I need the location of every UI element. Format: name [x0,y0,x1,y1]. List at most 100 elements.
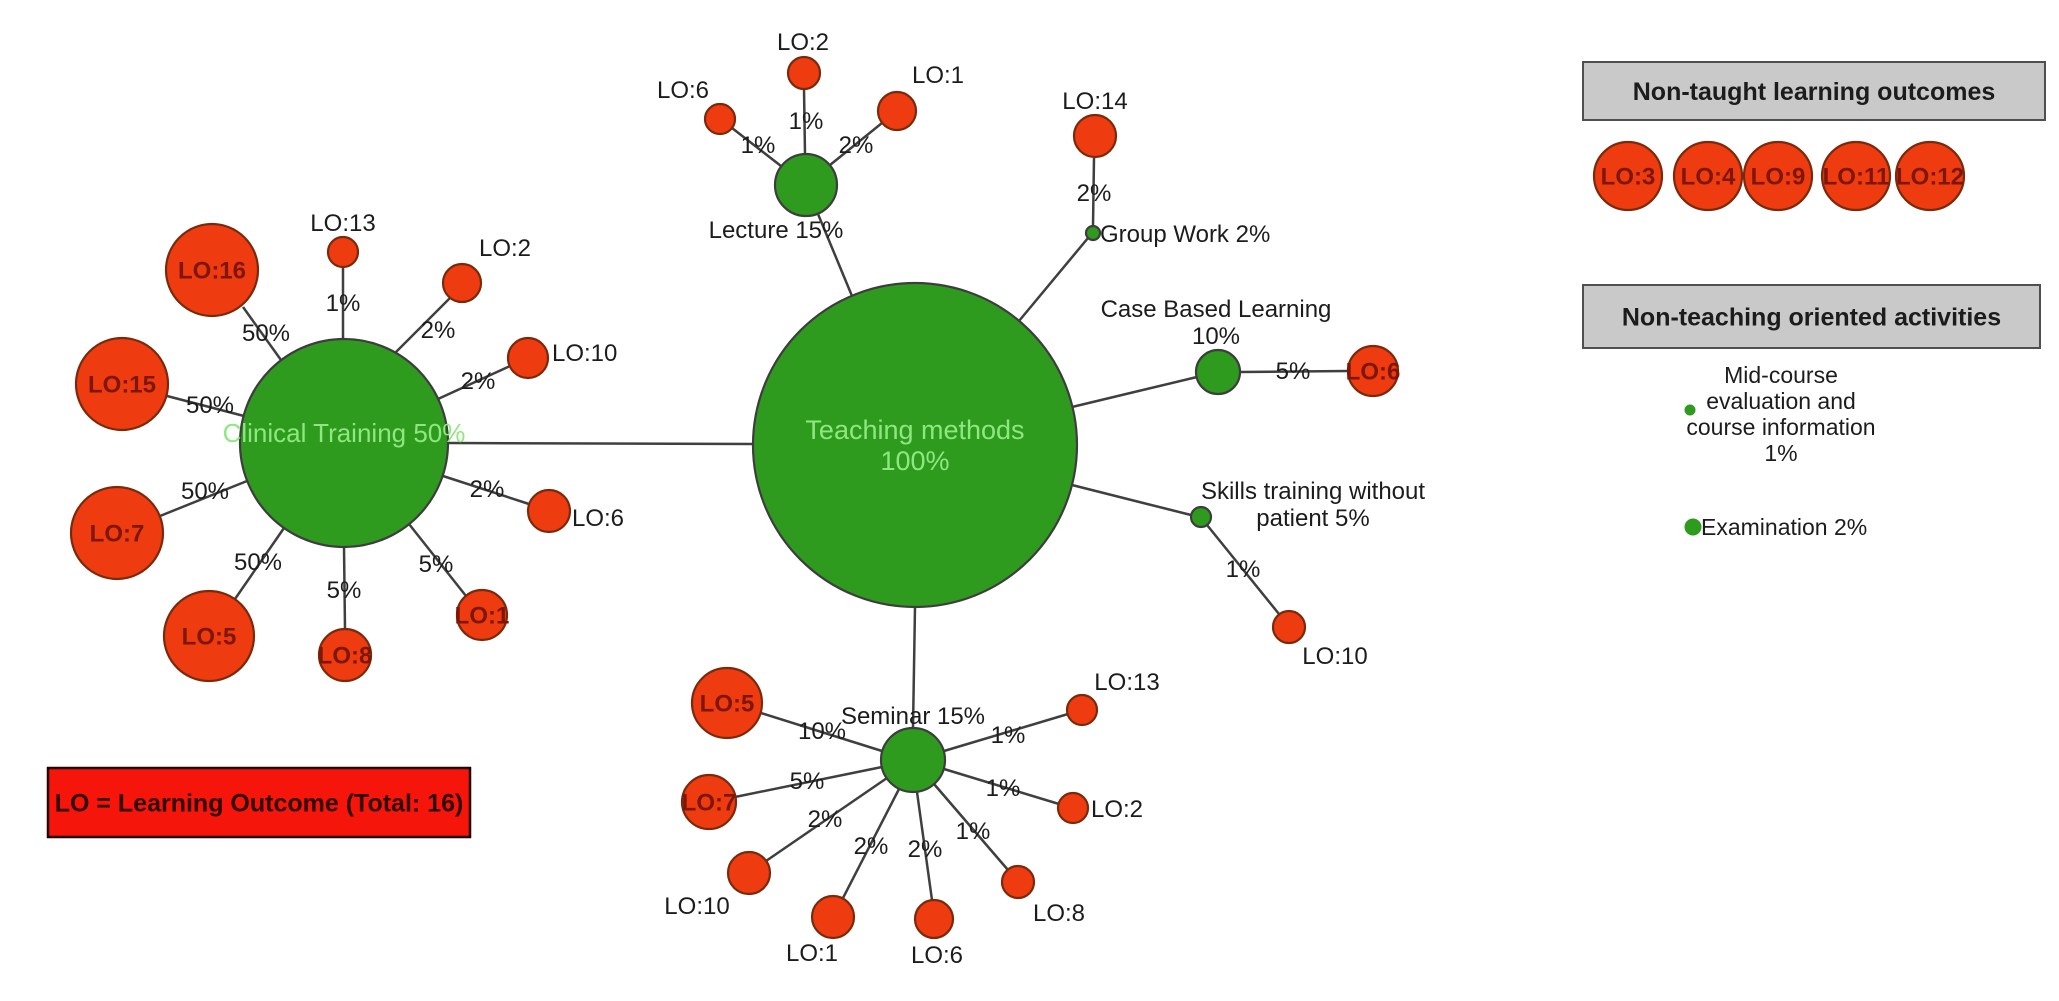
node-clinical-lo16 [164,222,260,318]
node-seminar-lo7 [680,773,738,831]
edge-lecture-lo6 [731,127,782,167]
edge-teaching-skills [1071,483,1192,517]
node-label-skills-training: Skills training without patient 5% [1201,478,1425,532]
node-label-seminar-lo2: LO:2 [1091,796,1143,823]
edge-clinical-lo16 [241,306,283,361]
edge-lecture-lo1 [829,122,883,166]
node-clinical-lo6 [526,488,572,534]
node-inner-label-clinical-lo8: LO:8 [318,642,373,669]
node-clinical-lo15 [74,336,170,432]
lo-note-box [46,766,472,839]
edge-skills-lo10 [1206,524,1280,615]
node-case-based-learning [1194,348,1242,396]
node-inner-label-case-based-lo6: LO:6 [1346,358,1401,385]
edge-label-clinical-lo15: 50% [186,392,234,419]
legend-entry-examination: Examination 2% [1701,514,1867,540]
legend-circle-label-4: LO:12 [1896,163,1964,190]
edge-seminar-lo5 [760,711,883,753]
node-clinical-training [238,337,450,549]
node-label-skills-lo10: LO:10 [1302,643,1367,670]
edge-clinical-lo2 [393,297,451,355]
edge-label-clinical-lo6: 2% [470,476,505,503]
edge-label-seminar-lo13: 1% [991,722,1026,749]
edge-label-clinical-lo13: 1% [326,290,361,317]
edge-label-seminar-lo7: 5% [790,768,825,795]
node-clinical-lo2 [441,262,483,304]
node-label-seminar: Seminar 15% [841,703,985,730]
node-label-case-based-learning: Case Based Learning 10% [1101,296,1332,350]
edge-label-seminar-lo10: 2% [808,806,843,833]
legend-circle-lo12 [1894,140,1966,212]
edge-label-lecture-lo2: 1% [789,108,824,135]
node-label-seminar-lo10: LO:10 [664,893,729,920]
node-clinical-lo7 [69,485,165,581]
node-inner-label-clinical-lo5: LO:5 [182,623,237,650]
node-label-clinical-lo13: LO:13 [310,210,375,237]
node-teaching-methods [751,281,1079,609]
edge-clinical-lo5 [233,527,286,600]
node-inner-label-clinical-training: Clinical Training 50% [223,418,466,448]
edge-label-seminar-lo5: 10% [798,718,846,745]
legend-circle-label-1: LO:4 [1681,163,1736,190]
edge-seminar-lo6 [915,791,934,901]
edge-clinical-lo1 [408,523,467,597]
edge-label-clinical-lo10: 2% [461,368,496,395]
node-inner-label-clinical-lo1: LO:1 [455,602,510,629]
node-inner-label-seminar-lo5: LO:5 [700,690,755,717]
edge-label-skills-lo10: 1% [1226,556,1261,583]
node-label-clinical-lo6: LO:6 [572,505,624,532]
edge-label-lecture-lo1: 2% [839,132,874,159]
edge-case-based-lo6 [1239,369,1349,374]
node-label-group-work: Group Work 2% [1100,221,1270,248]
node-label-clinical-lo2: LO:2 [479,235,531,262]
node-lecture-lo2 [786,55,822,91]
node-label-lo14: LO:14 [1062,88,1127,115]
edge-teaching-clinical [447,441,754,446]
edge-teaching-group-work [1018,237,1089,322]
node-label-lecture: Lecture 15% [709,217,844,244]
node-label-seminar-lo8: LO:8 [1033,900,1085,927]
legend-circle-label-3: LO:11 [1823,163,1890,190]
node-seminar-lo2 [1056,791,1090,825]
edge-label-clinical-lo2: 2% [421,317,456,344]
node-inner-label-clinical-lo16: LO:16 [178,257,246,284]
edge-label-seminar-lo1: 2% [854,833,889,860]
edge-clinical-lo6 [442,474,530,506]
node-seminar-lo10 [726,850,772,896]
edge-label-clinical-lo1: 5% [419,551,454,578]
node-clinical-lo10 [506,336,550,380]
node-clinical-lo5 [162,589,256,683]
legend-circle-lo9 [1742,140,1814,212]
edge-label-clinical-lo8: 5% [327,577,362,604]
edge-label-lecture-lo6: 1% [741,132,776,159]
node-label-lecture-lo2: LO:2 [777,29,829,56]
node-skills-lo10 [1271,609,1307,645]
node-clinical-lo1 [455,588,509,642]
node-inner-label-teaching-methods: Teaching methods 100% [805,415,1024,476]
node-inner-label-clinical-lo15: LO:15 [88,371,156,398]
node-case-based-lo6 [1346,344,1400,398]
legend-circle-label-2: LO:9 [1751,163,1806,190]
legend-box-non-teaching [1582,284,2041,349]
node-label-seminar-lo6: LO:6 [911,942,963,969]
node-inner-label-clinical-lo7: LO:7 [90,520,145,547]
edge-label-clinical-lo7: 50% [181,478,229,505]
edge-teaching-case-based [1071,375,1198,409]
node-seminar-lo6 [913,898,955,940]
node-label-lecture-lo6: LO:6 [657,77,709,104]
legend-dot-mid-course-evaluation [1684,404,1696,416]
edge-clinical-lo7 [159,479,248,518]
legend-title-non-teaching: Non-teaching oriented activities [1622,304,2001,332]
legend-circle-lo11 [1820,140,1892,212]
edge-label-clinical-lo16: 50% [242,320,290,347]
lo-note-label: LO = Learning Outcome (Total: 16) [55,790,464,818]
edge-seminar-lo8 [933,783,1009,871]
node-group-work [1084,224,1102,242]
edge-label-seminar-lo8: 1% [956,818,991,845]
edge-seminar-lo13 [943,712,1069,753]
node-clinical-lo13 [326,235,360,269]
legend-circle-label-0: LO:3 [1601,163,1656,190]
node-seminar-lo5 [690,666,764,740]
legend-circle-lo3 [1592,140,1664,212]
edge-seminar-lo10 [765,776,888,863]
